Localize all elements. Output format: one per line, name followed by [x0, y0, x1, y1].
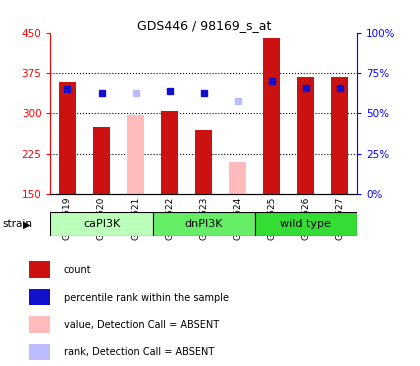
Bar — [93, 127, 110, 194]
Bar — [152, 212, 255, 236]
Text: wild type: wild type — [281, 219, 331, 229]
Text: count: count — [63, 265, 91, 275]
Bar — [255, 212, 357, 236]
Bar — [29, 316, 50, 333]
Text: value, Detection Call = ABSENT: value, Detection Call = ABSENT — [63, 320, 219, 330]
Bar — [50, 212, 152, 236]
Bar — [29, 261, 50, 278]
Bar — [29, 289, 50, 305]
Text: ▶: ▶ — [23, 219, 31, 229]
Title: GDS446 / 98169_s_at: GDS446 / 98169_s_at — [136, 19, 271, 32]
Bar — [331, 77, 349, 194]
Text: rank, Detection Call = ABSENT: rank, Detection Call = ABSENT — [63, 347, 214, 358]
Bar — [29, 344, 50, 360]
Text: strain: strain — [2, 219, 32, 229]
Text: percentile rank within the sample: percentile rank within the sample — [63, 292, 228, 303]
Bar — [59, 82, 76, 194]
Bar — [195, 130, 212, 194]
Bar — [127, 115, 144, 194]
Text: caPI3K: caPI3K — [83, 219, 120, 229]
Bar — [263, 38, 281, 194]
Bar — [297, 77, 315, 194]
Bar — [229, 162, 246, 194]
Bar — [161, 111, 178, 194]
Text: dnPI3K: dnPI3K — [184, 219, 223, 229]
